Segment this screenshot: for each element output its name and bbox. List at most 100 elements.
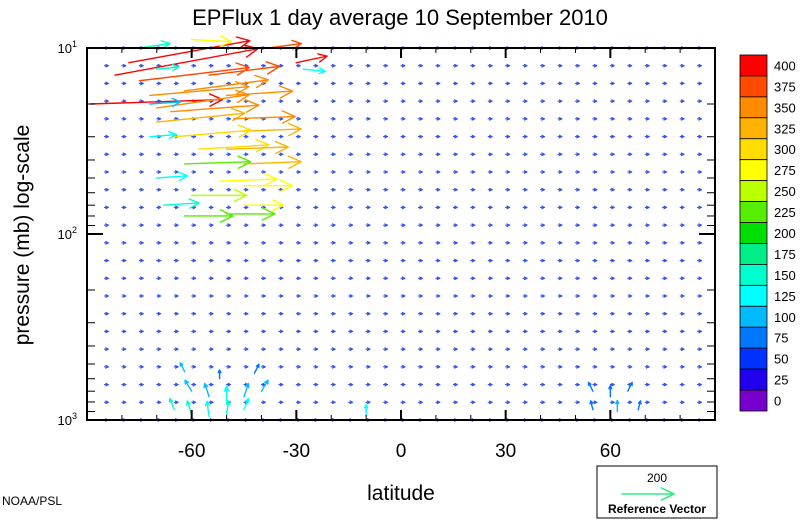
grid-vector: [330, 134, 336, 139]
grid-vector: [557, 365, 563, 369]
grid-vector: [574, 170, 580, 174]
flux-vector: [156, 64, 180, 72]
grid-vector: [383, 382, 389, 387]
grid-vector: [313, 382, 319, 387]
grid-vector: [121, 170, 127, 174]
grid-vector: [121, 152, 127, 157]
grid-vector: [592, 187, 598, 192]
grid-vector: [103, 400, 109, 405]
colorbar-label: 275: [774, 163, 796, 178]
grid-vector: [627, 170, 633, 174]
grid-vector: [243, 347, 249, 351]
grid-vector: [383, 81, 389, 86]
grid-vector: [592, 63, 598, 68]
grid-vector: [522, 152, 528, 157]
grid-vector: [505, 117, 511, 121]
grid-vector: [522, 276, 528, 281]
grid-vector: [557, 241, 563, 245]
grid-vector: [103, 152, 109, 157]
grid-vector: [435, 382, 441, 387]
reference-vector-label: Reference Vector: [608, 502, 706, 516]
flux-vector: [183, 74, 269, 92]
grid-vector: [313, 276, 319, 281]
grid-vector: [121, 294, 127, 298]
grid-vector: [417, 152, 423, 157]
grid-vector: [452, 152, 458, 157]
flux-vector: [243, 155, 302, 169]
flux-vector: [225, 85, 294, 99]
grid-vector: [522, 134, 528, 139]
y-axis-label: pressure (mb) log-scale: [11, 125, 34, 346]
grid-vector: [592, 170, 598, 174]
flux-vector: [170, 99, 260, 113]
colorbar-label: 325: [774, 121, 796, 136]
grid-vector: [156, 276, 162, 281]
grid-vector: [697, 241, 703, 245]
colorbar-swatch: [739, 159, 768, 182]
y-axis: 101 102 103: [58, 39, 715, 428]
grid-vector: [243, 223, 249, 227]
grid-vector: [278, 258, 284, 263]
grid-vector: [295, 329, 301, 334]
grid-vector: [574, 241, 580, 245]
grid-vector: [191, 241, 197, 245]
grid-vector: [383, 152, 389, 157]
grid-vector: [226, 311, 232, 316]
grid-vector: [313, 134, 319, 139]
grid-vector: [557, 347, 563, 351]
flux-vector: [637, 400, 642, 411]
grid-vector: [383, 134, 389, 139]
grid-vector: [452, 187, 458, 192]
grid-vector: [243, 311, 249, 316]
grid-vector: [330, 187, 336, 192]
flux-vector: [183, 209, 234, 223]
grid-vector: [557, 117, 563, 121]
grid-vector: [627, 81, 633, 86]
grid-vector: [173, 276, 179, 281]
grid-vector: [295, 241, 301, 245]
grid-vector: [417, 311, 423, 316]
grid-vector: [627, 329, 633, 334]
grid-vector: [243, 152, 249, 157]
grid-vector: [470, 223, 476, 227]
grid-vector: [452, 400, 458, 405]
grid-vector: [260, 365, 266, 369]
grid-vector: [592, 241, 598, 245]
grid-vector: [191, 63, 197, 68]
grid-vector: [470, 99, 476, 103]
grid-vector: [348, 205, 354, 210]
grid-vector: [662, 99, 668, 103]
grid-vector: [574, 152, 580, 157]
grid-vector: [540, 347, 546, 351]
grid-vector: [609, 205, 615, 210]
grid-vector: [644, 117, 650, 121]
grid-vector: [697, 276, 703, 281]
grid-vector: [295, 134, 301, 139]
grid-vector: [191, 276, 197, 281]
grid-vector: [557, 382, 563, 387]
grid-vector: [365, 205, 371, 210]
flux-vector: [608, 385, 613, 398]
grid-vector: [278, 400, 284, 405]
grid-vector: [400, 276, 406, 281]
grid-vector: [505, 276, 511, 281]
grid-vector: [452, 311, 458, 316]
grid-vector: [173, 81, 179, 86]
grid-vector: [627, 187, 633, 192]
grid-vector: [400, 241, 406, 245]
colorbar-label: 125: [774, 289, 796, 304]
grid-vector: [226, 276, 232, 281]
grid-vector: [662, 347, 668, 351]
grid-vector: [557, 81, 563, 86]
grid-vector: [644, 365, 650, 369]
grid-vector: [470, 81, 476, 86]
grid-vector: [662, 258, 668, 263]
flux-vector: [587, 381, 594, 392]
grid-vector: [365, 311, 371, 316]
x-tick-label: 30: [495, 441, 516, 462]
grid-vector: [574, 187, 580, 192]
grid-vector: [400, 294, 406, 298]
grid-vector: [156, 294, 162, 298]
grid-vector: [278, 223, 284, 227]
